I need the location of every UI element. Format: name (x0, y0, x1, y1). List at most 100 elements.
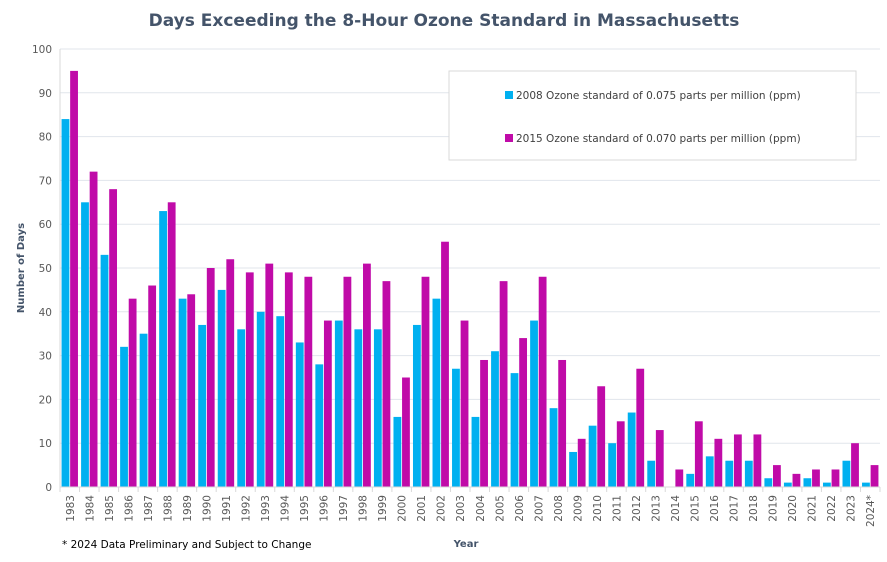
bar-2015-standard-2019 (773, 465, 781, 487)
bar-2015-standard-2013 (655, 430, 664, 487)
x-tick-label: 2004 (475, 495, 487, 522)
legend-swatch-2015 (505, 134, 513, 142)
bar-2015-standard-1984 (89, 171, 98, 487)
x-tick-label: 2017 (729, 495, 741, 522)
bar-2015-standard-1995 (304, 276, 313, 487)
bar-2008-standard-2023 (842, 460, 851, 487)
bar-2015-standard-2006 (519, 338, 528, 487)
bar-2015-standard-1985 (109, 189, 118, 487)
x-tick-label: 2016 (709, 495, 721, 522)
y-tick-label: 60 (39, 219, 52, 231)
bar-2008-standard-1986 (120, 346, 128, 487)
bar-2015-standard-2008 (558, 359, 567, 487)
x-tick-label: 2013 (650, 495, 662, 522)
bar-2015-standard-2020 (792, 473, 801, 487)
x-tick-label: 1999 (377, 495, 389, 522)
bar-2015-standard-2000 (402, 377, 410, 487)
bar-2015-standard-2012 (636, 368, 645, 487)
x-tick-label: 2005 (494, 495, 506, 522)
x-tick-label: 2011 (611, 495, 623, 522)
x-tick-label: 2021 (807, 495, 819, 522)
chart-title: Days Exceeding the 8-Hour Ozone Standard… (149, 11, 740, 31)
x-tick-label: 2002 (436, 495, 448, 522)
x-tick-label: 1994 (280, 495, 292, 522)
bar-2008-standard-2004 (471, 416, 480, 487)
x-tick-label: 2001 (416, 495, 428, 522)
y-axis-ticks: 0 10 20 30 40 50 60 70 80 90 100 (32, 44, 52, 494)
bar-2015-standard-1989 (187, 294, 196, 487)
legend: 2008 Ozone standard of 0.075 parts per m… (448, 70, 857, 161)
bar-2008-standard-1993 (256, 311, 265, 487)
x-tick-label: 2003 (455, 495, 467, 522)
bar-2015-standard-1999 (382, 281, 391, 487)
bar-2015-standard-1998 (363, 263, 371, 487)
bar-2008-standard-2003 (452, 368, 460, 487)
bar-2015-standard-1991 (226, 259, 235, 487)
bar-2008-standard-2007 (530, 320, 538, 487)
bar-2015-standard-2021 (812, 469, 820, 487)
x-tick-label: 1990 (201, 495, 213, 522)
legend-box (448, 70, 857, 161)
x-tick-label: 2007 (533, 495, 545, 522)
bar-2008-standard-1998 (354, 329, 363, 487)
bar-2008-standard-1995 (295, 342, 304, 487)
bar-2008-standard-1989 (178, 298, 187, 487)
x-tick-label: 2019 (768, 495, 780, 522)
x-tick-label: 2006 (514, 495, 526, 522)
bar-2008-standard-2006 (510, 373, 519, 487)
legend-swatch-2008 (505, 91, 513, 99)
bar-2015-standard-2004 (480, 359, 488, 487)
x-tick-label: 2023 (846, 495, 858, 522)
bar-2008-standard-2013 (647, 460, 656, 487)
bar-2015-standard-2017 (733, 434, 742, 487)
bar-2008-standard-1983 (61, 119, 70, 487)
x-tick-label: 1991 (221, 495, 233, 522)
bar-2015-standard-2003 (460, 320, 469, 487)
x-tick-label: 1996 (319, 495, 331, 522)
bar-2008-standard-2010 (588, 425, 597, 487)
x-tick-label: 2024* (865, 495, 877, 527)
y-tick-label: 100 (32, 44, 52, 56)
bar-2015-standard-2005 (499, 281, 508, 487)
x-tick-label: 1989 (182, 495, 194, 522)
y-tick-label: 0 (45, 482, 52, 494)
x-tick-label: 1986 (123, 495, 135, 522)
bar-2015-standard-2007 (538, 276, 547, 487)
y-tick-label: 10 (39, 438, 52, 450)
footnote: * 2024 Data Preliminary and Subject to C… (62, 539, 311, 551)
bar-2015-standard-2022 (831, 469, 840, 487)
bar-2008-standard-2008 (549, 408, 558, 487)
x-tick-label: 1997 (338, 495, 350, 522)
x-tick-label: 2010 (592, 495, 604, 522)
x-tick-label: 2009 (572, 495, 584, 522)
bar-2008-standard-1990 (198, 324, 207, 487)
bar-2008-standard-1987 (139, 333, 148, 487)
bar-2008-standard-1997 (334, 320, 343, 487)
x-tick-label: 1984 (84, 495, 96, 522)
bar-2008-standard-1984 (81, 202, 89, 488)
bar-2015-standard-1993 (265, 263, 274, 487)
bar-2008-standard-1994 (276, 316, 285, 487)
x-tick-label: 1993 (260, 495, 272, 522)
x-tick-label: 2014 (670, 495, 682, 522)
y-tick-label: 80 (39, 132, 52, 144)
x-tick-label: 2008 (553, 495, 565, 522)
bar-2008-standard-1988 (159, 211, 167, 487)
bar-2008-standard-2011 (608, 443, 617, 487)
bar-2008-standard-2005 (491, 351, 499, 487)
bar-2015-standard-2001 (421, 276, 430, 487)
bar-2015-standard-2023 (851, 443, 859, 487)
x-tick-label: 1988 (162, 495, 174, 522)
bar-2015-standard-2024 (870, 465, 879, 487)
bar-2015-standard-2018 (753, 434, 762, 487)
x-tick-label: 2015 (690, 495, 702, 522)
bar-2015-standard-2009 (577, 438, 586, 487)
bar-2008-standard-2020 (783, 482, 792, 487)
bar-2008-standard-2017 (725, 460, 734, 487)
bar-2015-standard-2016 (714, 438, 723, 487)
x-tick-label: 1992 (240, 495, 252, 522)
bar-2008-standard-2019 (764, 478, 773, 487)
bar-2015-standard-2015 (694, 421, 703, 487)
y-tick-label: 40 (39, 307, 52, 319)
y-tick-label: 90 (39, 88, 52, 100)
